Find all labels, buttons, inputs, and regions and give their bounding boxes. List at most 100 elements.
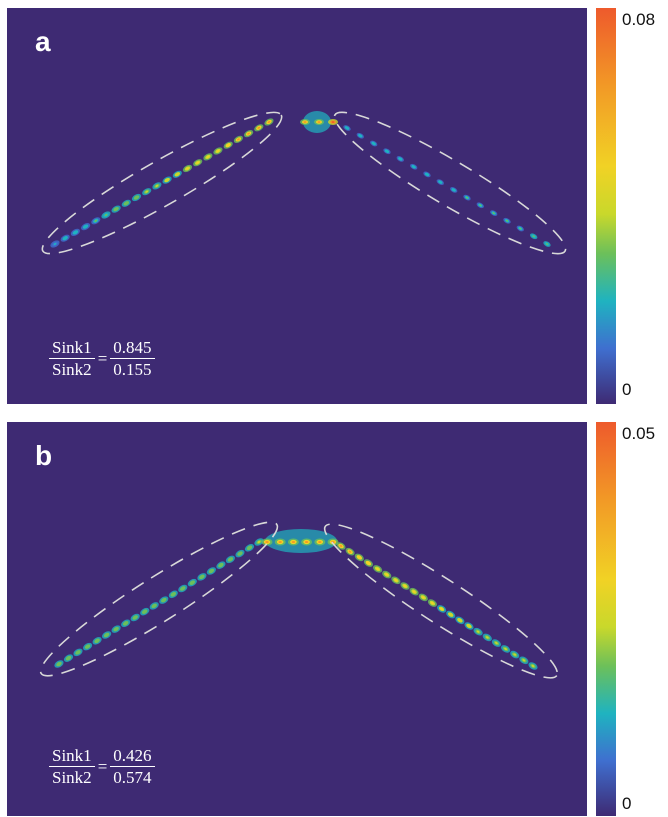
intensity-spot xyxy=(101,211,111,219)
intensity-spot xyxy=(314,119,324,125)
intensity-spot xyxy=(130,613,140,622)
intensity-spot xyxy=(149,602,159,610)
intensity-spot xyxy=(216,561,226,569)
colorbar-a-min: 0 xyxy=(622,380,632,399)
sink1-label: Sink1 xyxy=(49,746,95,767)
intensity-spot xyxy=(516,225,524,232)
intensity-spot xyxy=(206,567,216,575)
intensity-spot xyxy=(427,599,437,607)
sink-fraction-a: Sink1 Sink2 xyxy=(49,338,95,379)
intensity-spot xyxy=(482,633,492,642)
intensity-spot xyxy=(301,538,313,546)
intensity-spot xyxy=(418,593,428,602)
intensity-spot xyxy=(178,584,188,593)
intensity-spot xyxy=(400,582,410,590)
intensity-spot xyxy=(254,538,264,546)
intensity-spot xyxy=(81,223,91,231)
sink1-label: Sink1 xyxy=(49,338,95,359)
heatmap-panel-a: a Sink1 Sink2 = 0.845 0.155 xyxy=(7,8,587,404)
intensity-spot xyxy=(159,596,169,604)
sink2-value: 0.155 xyxy=(113,360,152,379)
sink2-label: Sink2 xyxy=(52,768,92,787)
intensity-spot xyxy=(261,538,273,546)
intensity-spot xyxy=(233,135,243,143)
colorbar-b-min: 0 xyxy=(622,794,632,813)
intensity-spot xyxy=(370,140,378,147)
intensity-spot xyxy=(223,141,233,149)
intensity-spot xyxy=(396,156,404,162)
intensity-spot xyxy=(391,576,401,585)
colorbar-b-max: 0.05 xyxy=(622,424,656,443)
intensity-spot xyxy=(354,553,364,562)
intensity-spot xyxy=(182,164,193,173)
heatmap-panel-b: b Sink1 Sink2 = 0.426 0.574 xyxy=(7,422,587,816)
intensity-spot xyxy=(168,590,178,599)
intensity-spot xyxy=(235,549,245,558)
intensity-spot xyxy=(503,217,511,224)
intensity-spot xyxy=(528,662,538,670)
colorbar-a xyxy=(596,8,616,404)
central-glow xyxy=(265,529,337,553)
sink-ellipse xyxy=(39,521,279,677)
intensity-spot xyxy=(102,631,112,639)
intensity-spot xyxy=(343,125,351,131)
intensity-spot xyxy=(450,187,458,193)
intensity-map-a xyxy=(41,111,567,255)
intensity-spot xyxy=(54,660,64,668)
intensity-spot xyxy=(187,578,197,587)
intensity-spot xyxy=(473,627,483,636)
intensity-spot xyxy=(244,130,254,138)
intensity-spot xyxy=(455,616,465,625)
value-fraction-b: 0.426 0.574 xyxy=(110,746,155,787)
intensity-spot xyxy=(519,656,529,665)
equals-sign: = xyxy=(97,756,108,776)
intensity-spot xyxy=(63,654,74,662)
intensity-spot xyxy=(327,538,339,546)
intensity-spot xyxy=(410,163,418,170)
intensity-spot xyxy=(382,570,392,579)
intensity-spot xyxy=(244,544,255,552)
intensity-spot xyxy=(121,199,131,207)
intensity-spot xyxy=(300,119,310,125)
intensity-spot xyxy=(140,607,150,616)
intensity-spot xyxy=(213,147,223,155)
intensity-spot xyxy=(543,241,551,247)
intensity-spot xyxy=(436,179,444,185)
sink-ellipse xyxy=(333,111,567,255)
colorbar-a-max: 0.08 xyxy=(622,10,656,29)
intensity-spot xyxy=(501,645,511,653)
intensity-spot xyxy=(203,153,213,161)
intensity-spot xyxy=(172,170,182,178)
sink-ellipse xyxy=(41,111,283,255)
intensity-spot xyxy=(463,194,471,201)
equals-sign: = xyxy=(97,348,108,368)
intensity-spot xyxy=(287,538,299,546)
intensity-spot xyxy=(356,132,364,139)
sink2-value: 0.574 xyxy=(113,768,152,787)
value-fraction-a: 0.845 0.155 xyxy=(110,338,155,379)
intensity-spot xyxy=(383,148,391,155)
intensity-spot xyxy=(121,619,131,628)
intensity-spot xyxy=(423,171,431,178)
intensity-spot xyxy=(409,587,419,596)
intensity-spot xyxy=(131,193,142,202)
intensity-spot xyxy=(464,622,474,630)
intensity-map-b xyxy=(39,521,559,679)
intensity-spot xyxy=(490,210,498,216)
intensity-spot xyxy=(345,547,355,556)
intensity-spot xyxy=(193,159,203,167)
intensity-spot xyxy=(314,538,326,546)
sink-fraction-b: Sink1 Sink2 xyxy=(49,746,95,787)
intensity-spot xyxy=(111,205,121,213)
intensity-spot xyxy=(274,538,286,546)
intensity-spot xyxy=(373,565,383,573)
intensity-spot xyxy=(50,240,60,248)
intensity-spot xyxy=(446,610,456,619)
sink1-value: 0.426 xyxy=(110,746,155,767)
intensity-spot xyxy=(152,182,162,190)
intensity-spot xyxy=(142,188,152,196)
intensity-spot xyxy=(197,573,207,581)
panel-label-a: a xyxy=(35,26,51,57)
intensity-spot xyxy=(254,124,264,132)
colorbar-b xyxy=(596,422,616,816)
